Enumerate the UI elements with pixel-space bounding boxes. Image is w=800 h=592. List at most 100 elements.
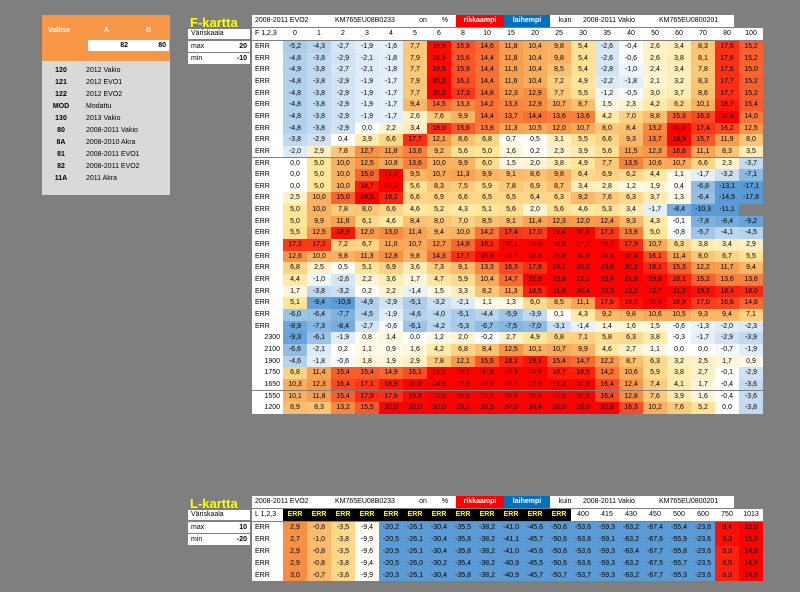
fmap-value-cell: 12,6 [283,250,307,263]
fmap-value-cell: 8,3 [427,180,451,193]
fmap-value-cell: -2,9 [331,110,355,123]
fmap-value-cell: 25,0 [571,402,595,414]
selector-item: 82 2008-2011 EVO2 [42,163,170,175]
fmap-value-cell: -1,9 [355,99,379,111]
fmap-value-cell: 3,4 [403,122,427,135]
fmap-value-cell: 22,7 [643,285,667,298]
fmap-value-cell: 17,7 [451,250,475,263]
selector-item-desc: 2012 EVO2 [86,91,123,98]
fmap-value-cell: -0,1 [667,215,691,228]
lmap-value-cell: -38,2 [475,569,499,582]
fmap-row-label: ERR [252,145,283,158]
fmap-value-cell: 17,1 [355,378,379,391]
fmap-value-cell: -0,2 [475,332,499,344]
fmap-value-cell: -3,8 [307,64,331,76]
fmap-value-cell: 12,4 [595,215,619,228]
fmap-value-cell: -7,5 [499,320,523,333]
fmap-value-cell: 0,0 [283,169,307,181]
fmap-value-cell: 33,9 [475,378,499,391]
selector-item-code: 130 [55,115,67,122]
fmap-value-cell: 13,8 [619,227,643,240]
lmap-value-cell: -9,6 [355,545,379,558]
fmap-value-cell: 6,2 [667,99,691,111]
fmap-value-cell: 8,5 [547,64,571,76]
fmap-value-cell: 10,7 [667,157,691,170]
fmap-value-cell: -6,1 [307,332,331,344]
lmap-value-cell: -0,8 [307,545,331,558]
fmap-value-cell: 14,2 [475,99,499,111]
fmap-row-label: ERR [252,99,283,111]
fmap-value-cell: 13,3 [499,99,523,111]
lmap-row-label: ERR [252,533,283,546]
fmap-value-cell: 7,7 [595,157,619,170]
lmap-value-cell: -59,3 [595,557,619,570]
lmap-header-cell: kuin [550,496,580,508]
selector-item-desc: 2011 Akra [86,175,118,182]
fmap-value-cell: 21,2 [379,169,403,181]
fmap-value-cell: -2,9 [331,99,355,111]
fmap-value-cell: 20,4 [571,285,595,298]
fmap-column-header: 2 [331,28,355,40]
fmap-value-cell: 8,4 [475,343,499,356]
fmap-value-cell: 33,4 [523,402,547,414]
fmap-value-cell: 15,5 [355,402,379,414]
value-b-input[interactable]: 80 [130,40,169,51]
lmap-value-cell: 15,0 [739,533,763,546]
fmap-value-cell: -4,8 [283,110,307,123]
fmap-value-cell: -2,9 [331,52,355,65]
selector-item-desc: 2012 Vakio [86,67,121,74]
fmap-variskaala-label: Väriskaala [188,29,250,39]
fmap-value-cell: 8,5 [547,297,571,309]
fmap-value-cell: -10,3 [691,204,715,216]
fmap-value-cell: -1,8 [619,75,643,88]
fmap-value-cell: 5,1 [355,262,379,274]
fmap-value-cell: 1,1 [475,297,499,309]
lmap-column-header: ERR [499,509,523,521]
fmap-value-cell: 3,4 [619,204,643,216]
lmap-column-header: ERR [403,509,427,521]
lmap-value-cell: -67,7 [643,569,667,582]
lmap-value-cell: 14,8 [739,545,763,558]
fmap-value-cell: 14,4 [475,64,499,76]
fmap-value-cell: 17,3 [451,87,475,100]
fmap-value-cell: 15,4 [331,367,355,379]
lmap-value-cell: -20,5 [379,533,403,546]
fmap-value-cell: 23,7 [499,250,523,263]
fmap-value-cell: 10,0 [331,157,355,170]
fmap-value-cell: 17,6 [715,64,739,76]
selector-item-desc: Modattu [86,103,112,110]
value-a-input[interactable]: 82 [88,40,131,51]
fmap-value-cell: 2,0 [451,332,475,344]
fmap-value-cell: 3,8 [667,367,691,379]
lmap-column-header: ERR [283,509,307,521]
selector-item-desc: 2008-2011 EVO2 [86,163,140,170]
fmap-value-cell: 10,4 [523,52,547,65]
fmap-value-cell: 4,2 [427,343,451,356]
fmap-value-cell: 9,9 [451,110,475,123]
fmap-value-cell: 8,0 [427,215,451,228]
fmap-value-cell: 9,8 [331,250,355,263]
fmap-value-cell: 0,7 [499,134,523,146]
fmap-value-cell: 6,8 [547,332,571,344]
fmap-value-cell: -4,8 [283,87,307,100]
fmap-value-cell: 9,4 [427,227,451,240]
fmap-value-cell: 8,6 [451,134,475,146]
fmap-value-cell: 1,6 [403,343,427,356]
lmap-value-cell: 14,8 [739,557,763,570]
fmap-value-cell: 10,7 [643,239,667,251]
fmap-value-cell: 21,8 [547,285,571,298]
fmap-value-cell: 21,2 [427,367,451,379]
fmap-row-label: ERR [252,250,283,263]
fmap-column-header: 35 [595,28,619,40]
selector-item: 130 2013 Vakio [42,115,170,127]
fmap-value-cell: 10,6 [619,367,643,379]
fmap-value-cell: 22,2 [619,285,643,298]
fmap-value-cell: 1,6 [619,320,643,333]
fmap-value-cell: 11,3 [451,169,475,181]
fmap-row-label: ERR [252,297,283,309]
fmap-value-cell: 20,2 [427,87,451,100]
fmap-value-cell: 9,2 [571,192,595,205]
fmap-value-cell: 10,1 [523,343,547,356]
selector-item: 122 2012 EVO2 [42,91,170,103]
fmap-value-cell: 13,6 [715,274,739,286]
